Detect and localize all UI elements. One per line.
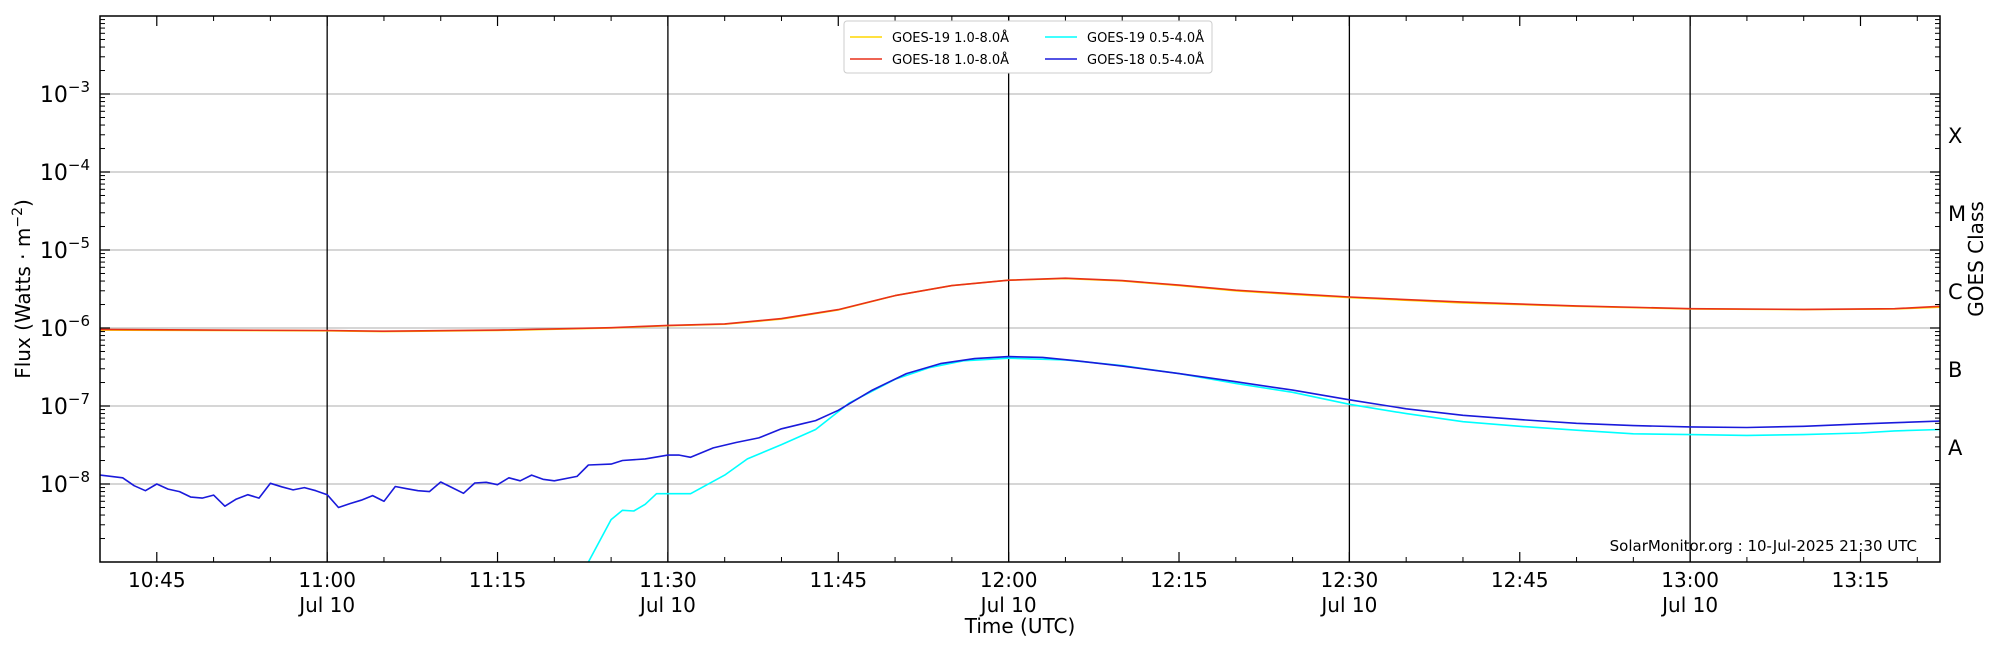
y-tick-label: 10−7 <box>40 390 90 420</box>
goes-class-label: X <box>1948 124 1962 148</box>
legend: GOES-19 1.0-8.0Å GOES-18 1.0-8.0Å GOES-19 … <box>843 20 1213 74</box>
goes-class-label: M <box>1948 202 1966 226</box>
x-tick-date-label: Jul 10 <box>1660 593 1718 617</box>
x-tick-label: 12:00 <box>980 568 1038 592</box>
x-tick-date-label: Jul 10 <box>979 593 1037 617</box>
legend-label: GOES-18 0.5-4.0Å <box>1087 52 1204 68</box>
x-tick-label: 11:15 <box>469 568 527 592</box>
goes-class-label: B <box>1948 358 1962 382</box>
legend-label: GOES-18 1.0-8.0Å <box>892 52 1009 68</box>
y-tick-label: 10−4 <box>40 156 90 186</box>
series-line <box>99 277 1941 333</box>
y-tick-label: 10−8 <box>40 468 90 498</box>
x-axis-label: Time (UTC) <box>964 614 1076 638</box>
series-line <box>99 355 1941 509</box>
x-tick-date-label: Jul 10 <box>1319 593 1377 617</box>
goes-class-axis-label: GOES Class <box>1964 201 1988 317</box>
x-tick-date-label: Jul 10 <box>638 593 696 617</box>
series-line <box>99 277 1941 333</box>
x-tick-label: 13:00 <box>1661 568 1719 592</box>
tick-layer <box>99 16 1940 562</box>
x-tick-label: 11:30 <box>639 568 697 592</box>
y-tick-label: 10−3 <box>40 78 90 108</box>
plot-frame <box>99 15 1941 563</box>
legend-label: GOES-19 0.5-4.0Å <box>1087 30 1204 46</box>
x-tick-date-label: Jul 10 <box>297 593 355 617</box>
x-tick-label: 12:15 <box>1150 568 1208 592</box>
y-axis-label: Flux (Watts · m−2) <box>10 199 35 379</box>
x-tick-label: 12:30 <box>1321 568 1379 592</box>
legend-label: GOES-19 1.0-8.0Å <box>892 30 1009 46</box>
goes-class-label: A <box>1948 436 1963 460</box>
x-tick-label: 13:15 <box>1832 568 1890 592</box>
x-tick-label: 12:45 <box>1491 568 1549 592</box>
x-tick-label: 11:00 <box>298 568 356 592</box>
x-tick-label: 10:45 <box>128 568 186 592</box>
series-layer <box>99 277 1941 563</box>
x-tick-label: 11:45 <box>809 568 867 592</box>
y-tick-label: 10−6 <box>40 312 90 342</box>
vertical-lines-layer <box>326 16 1691 562</box>
source-annotation: SolarMonitor.org : 10-Jul-2025 21:30 UTC <box>1610 537 1917 555</box>
grid-layer <box>100 93 1940 485</box>
legend-box <box>843 20 1213 74</box>
series-line <box>587 357 1941 563</box>
y-tick-label: 10−5 <box>40 234 90 264</box>
goes-class-label: C <box>1948 280 1963 304</box>
